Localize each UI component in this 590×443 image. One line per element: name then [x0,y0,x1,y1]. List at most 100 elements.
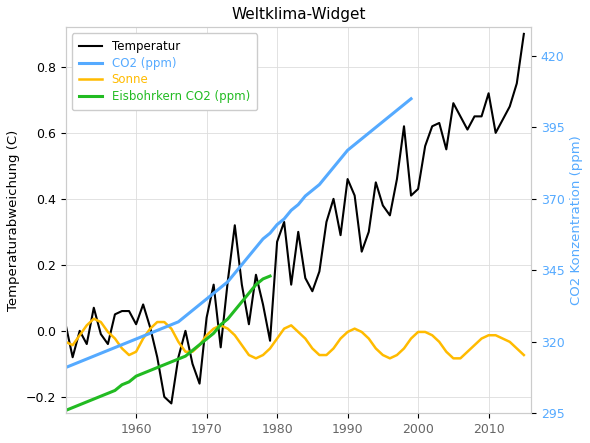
Sonne [435,339,442,345]
Eisbohrkern CO2 (ppm) [62,408,69,413]
Eisbohrkern CO2 (ppm) [267,273,274,279]
Sonne [253,356,260,361]
CO2 (ppm) [83,356,90,361]
Y-axis label: CO2 Konzentration (ppm): CO2 Konzentration (ppm) [570,136,583,305]
CO2 (ppm) [196,302,203,307]
CO2 (ppm) [133,336,140,342]
Eisbohrkern CO2 (ppm) [175,356,182,361]
CO2 (ppm) [323,173,330,179]
Eisbohrkern CO2 (ppm) [160,362,168,367]
Temperatur [267,338,274,343]
CO2 (ppm) [182,314,189,319]
Eisbohrkern CO2 (ppm) [112,388,119,393]
CO2 (ppm) [309,188,316,193]
Eisbohrkern CO2 (ppm) [97,393,104,399]
Sonne [90,316,97,322]
Eisbohrkern CO2 (ppm) [182,354,189,359]
Line: Sonne: Sonne [65,319,524,358]
CO2 (ppm) [351,142,358,147]
Eisbohrkern CO2 (ppm) [90,396,97,402]
CO2 (ppm) [267,230,274,236]
CO2 (ppm) [69,362,76,367]
Sonne [274,336,281,341]
Y-axis label: Temperaturabweichung (C): Temperaturabweichung (C) [7,130,20,311]
CO2 (ppm) [231,271,238,276]
Eisbohrkern CO2 (ppm) [260,276,267,282]
Sonne [182,349,189,354]
Temperatur [182,328,189,334]
CO2 (ppm) [104,348,112,353]
CO2 (ppm) [147,330,154,336]
Eisbohrkern CO2 (ppm) [203,336,210,342]
Line: CO2 (ppm): CO2 (ppm) [65,99,411,368]
Eisbohrkern CO2 (ppm) [231,308,238,313]
Temperatur [62,322,69,327]
Temperatur [429,124,436,129]
Sonne [62,339,69,345]
Eisbohrkern CO2 (ppm) [126,379,133,385]
Temperatur [168,401,175,406]
Sonne [210,326,217,331]
CO2 (ppm) [344,148,351,153]
CO2 (ppm) [358,136,365,141]
CO2 (ppm) [386,113,394,119]
CO2 (ppm) [253,245,260,250]
CO2 (ppm) [330,165,337,170]
CO2 (ppm) [175,319,182,324]
CO2 (ppm) [260,236,267,241]
CO2 (ppm) [189,308,196,313]
Eisbohrkern CO2 (ppm) [245,291,253,296]
CO2 (ppm) [281,216,288,222]
Title: Weltklima-Widget: Weltklima-Widget [231,7,365,22]
CO2 (ppm) [301,193,309,198]
Eisbohrkern CO2 (ppm) [69,405,76,410]
Eisbohrkern CO2 (ppm) [210,330,217,336]
Eisbohrkern CO2 (ppm) [140,371,147,376]
CO2 (ppm) [112,345,119,350]
Eisbohrkern CO2 (ppm) [76,402,83,408]
Eisbohrkern CO2 (ppm) [154,365,161,370]
Sonne [520,352,527,358]
CO2 (ppm) [168,322,175,327]
Eisbohrkern CO2 (ppm) [189,348,196,353]
CO2 (ppm) [154,328,161,333]
CO2 (ppm) [288,208,295,213]
CO2 (ppm) [245,253,253,259]
CO2 (ppm) [62,365,69,370]
CO2 (ppm) [203,296,210,302]
CO2 (ppm) [401,102,408,107]
Eisbohrkern CO2 (ppm) [119,382,126,387]
Eisbohrkern CO2 (ppm) [224,316,231,322]
Temperatur [492,130,499,136]
CO2 (ppm) [238,262,245,267]
Eisbohrkern CO2 (ppm) [133,373,140,379]
CO2 (ppm) [119,342,126,347]
CO2 (ppm) [217,285,224,290]
CO2 (ppm) [394,108,401,113]
CO2 (ppm) [295,202,302,207]
Eisbohrkern CO2 (ppm) [238,299,245,304]
Temperatur [97,331,104,337]
CO2 (ppm) [90,354,97,359]
CO2 (ppm) [316,182,323,187]
Eisbohrkern CO2 (ppm) [196,342,203,347]
CO2 (ppm) [365,130,372,136]
CO2 (ppm) [274,222,281,227]
CO2 (ppm) [126,339,133,345]
Sonne [281,326,288,331]
CO2 (ppm) [140,334,147,339]
Eisbohrkern CO2 (ppm) [168,359,175,365]
Line: Temperatur: Temperatur [65,34,524,404]
Eisbohrkern CO2 (ppm) [83,399,90,404]
CO2 (ppm) [337,156,344,162]
Eisbohrkern CO2 (ppm) [253,282,260,288]
CO2 (ppm) [97,350,104,356]
Temperatur [520,31,527,36]
Eisbohrkern CO2 (ppm) [217,322,224,327]
Sonne [104,329,112,334]
Eisbohrkern CO2 (ppm) [104,391,112,396]
CO2 (ppm) [372,125,379,130]
Legend: Temperatur, CO2 (ppm), Sonne, Eisbohrkern CO2 (ppm): Temperatur, CO2 (ppm), Sonne, Eisbohrker… [71,33,257,110]
CO2 (ppm) [224,279,231,284]
Line: Eisbohrkern CO2 (ppm): Eisbohrkern CO2 (ppm) [65,276,270,411]
